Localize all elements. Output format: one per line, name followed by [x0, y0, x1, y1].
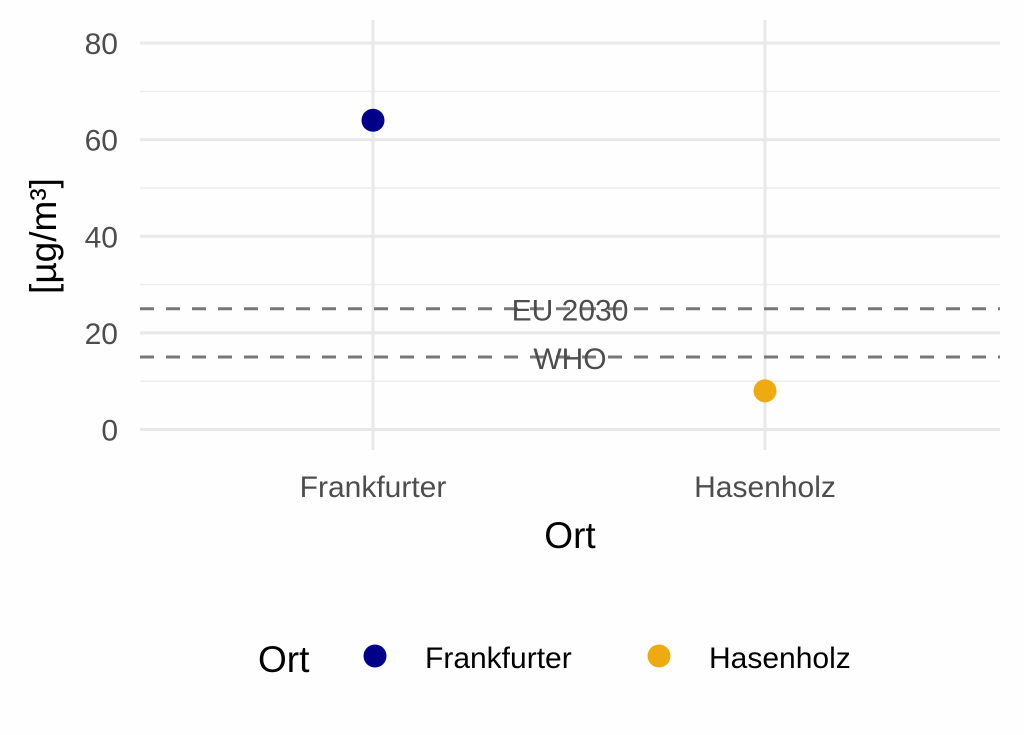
data-point-frankfurter	[361, 108, 385, 132]
reference-line-label: WHO	[533, 343, 606, 376]
legend-key	[647, 644, 671, 668]
legend-label: Frankfurter	[425, 642, 572, 675]
y-tick-label: 80	[85, 28, 118, 61]
data-points	[361, 108, 777, 403]
reference-line-label: EU 2030	[512, 295, 629, 328]
data-point-hasenholz	[753, 379, 777, 403]
x-axis-ticks: Frankfurter Hasenholz	[300, 471, 836, 504]
y-tick-label: 20	[85, 318, 118, 351]
reference-lines: EU 2030 WHO	[140, 295, 1000, 376]
y-tick-label: 0	[101, 415, 118, 448]
legend-label: Hasenholz	[709, 642, 851, 675]
x-tick-label: Frankfurter	[300, 471, 447, 504]
legend: Ort Frankfurter Hasenholz	[258, 639, 851, 680]
x-tick-label: Hasenholz	[694, 471, 836, 504]
grid	[140, 20, 1000, 450]
legend-title: Ort	[258, 639, 310, 680]
x-axis-label: Ort	[544, 515, 596, 556]
y-axis-label: [µg/m³]	[23, 178, 64, 294]
legend-key	[363, 644, 387, 668]
y-tick-label: 60	[85, 125, 118, 158]
y-axis-ticks: 0 20 40 60 80	[85, 28, 118, 448]
y-tick-label: 40	[85, 221, 118, 254]
